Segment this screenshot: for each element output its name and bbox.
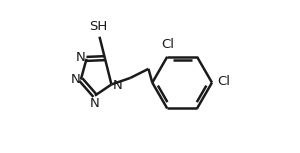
Text: Cl: Cl — [217, 75, 230, 88]
Text: SH: SH — [89, 20, 107, 33]
Text: N: N — [90, 97, 100, 110]
Text: Cl: Cl — [161, 38, 175, 51]
Text: N: N — [76, 51, 86, 64]
Text: N: N — [113, 79, 123, 92]
Text: N: N — [70, 73, 80, 86]
